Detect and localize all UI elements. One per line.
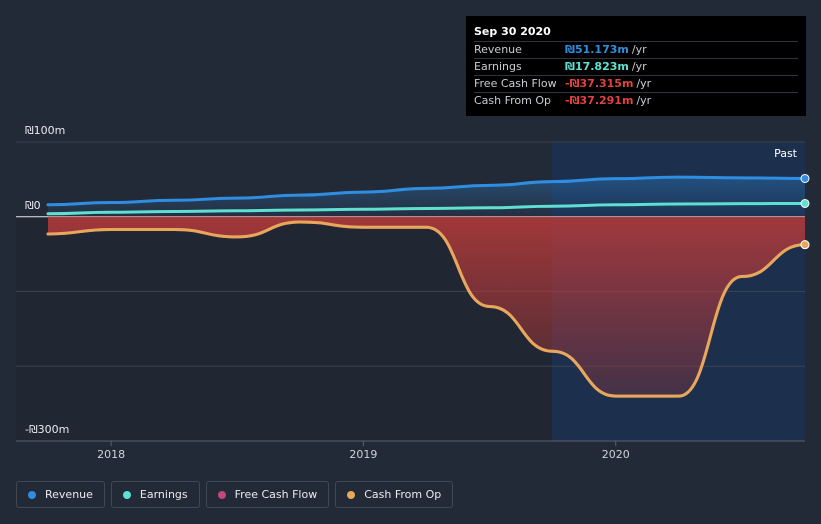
tooltip: Sep 30 2020 Revenue ₪51.173m /yr Earning… (466, 16, 806, 116)
x-axis: 2018 2019 2020 (16, 440, 805, 461)
x-tick-label: 2020 (602, 448, 630, 461)
areas (48, 177, 805, 397)
legend-dot-icon (122, 490, 131, 499)
legend-dot-icon (217, 490, 226, 499)
legend-dot-icon (347, 490, 356, 499)
line-revenue (46, 175, 807, 207)
line-earnings (46, 201, 807, 216)
legend-item-cash-from-op[interactable]: Cash From Op (335, 481, 454, 508)
area-cash-from-op (48, 216, 805, 397)
marker-revenue (800, 173, 810, 183)
legend-item-earnings[interactable]: Earnings (110, 481, 200, 508)
marker-earnings (800, 198, 810, 208)
y-tick-label-zero: ₪0 (25, 199, 41, 212)
tooltip-row-unit: /yr (636, 77, 652, 90)
tooltip-row-label: Revenue (474, 43, 522, 56)
tooltip-row-value: ₪17.823m (565, 60, 629, 73)
markers (800, 173, 810, 250)
legend-item-free-cash-flow[interactable]: Free Cash Flow (205, 481, 330, 508)
tooltip-row-unit: /yr (631, 43, 647, 56)
lines (46, 175, 807, 398)
legend-dot-icon (28, 490, 36, 499)
tooltip-row-value: -₪37.291m (565, 94, 634, 107)
x-tick-label: 2019 (349, 448, 377, 461)
legend: Revenue Earnings Free Cash Flow Cash Fro… (16, 481, 454, 508)
legend-label: Earnings (139, 488, 188, 501)
tooltip-row-value: ₪51.173m (565, 43, 629, 56)
tooltip-date: Sep 30 2020 (474, 25, 551, 38)
tooltip-row-unit: /yr (631, 60, 647, 73)
tooltip-row-label: Free Cash Flow (474, 77, 557, 90)
tooltip-row-value: -₪37.315m (565, 77, 634, 90)
legend-label: Free Cash Flow (234, 488, 318, 501)
legend-item-revenue[interactable]: Revenue (16, 481, 105, 508)
legend-label: Revenue (45, 488, 93, 501)
tooltip-row-cash-from-op: Cash From Op -₪37.291m /yr (474, 92, 798, 109)
area-revenue (48, 177, 805, 217)
x-tick-label: 2018 (97, 448, 125, 461)
tooltip-row-free-cash-flow: Free Cash Flow -₪37.315m /yr (474, 75, 798, 92)
legend-label: Cash From Op (364, 488, 442, 501)
marker-cash-from-op (800, 240, 810, 250)
tooltip-row-unit: /yr (636, 94, 652, 107)
tooltip-row-revenue: Revenue ₪51.173m /yr (474, 41, 798, 58)
past-label: Past (774, 147, 798, 160)
line-cash-from-op (46, 220, 807, 398)
tooltip-row-label: Earnings (474, 60, 522, 73)
tooltip-row-label: Cash From Op (474, 94, 552, 107)
tooltip-row-earnings: Earnings ₪17.823m /yr (474, 58, 798, 75)
y-tick-label-top: ₪100m (25, 124, 65, 137)
y-tick-label-bottom: -₪300m (25, 423, 69, 436)
